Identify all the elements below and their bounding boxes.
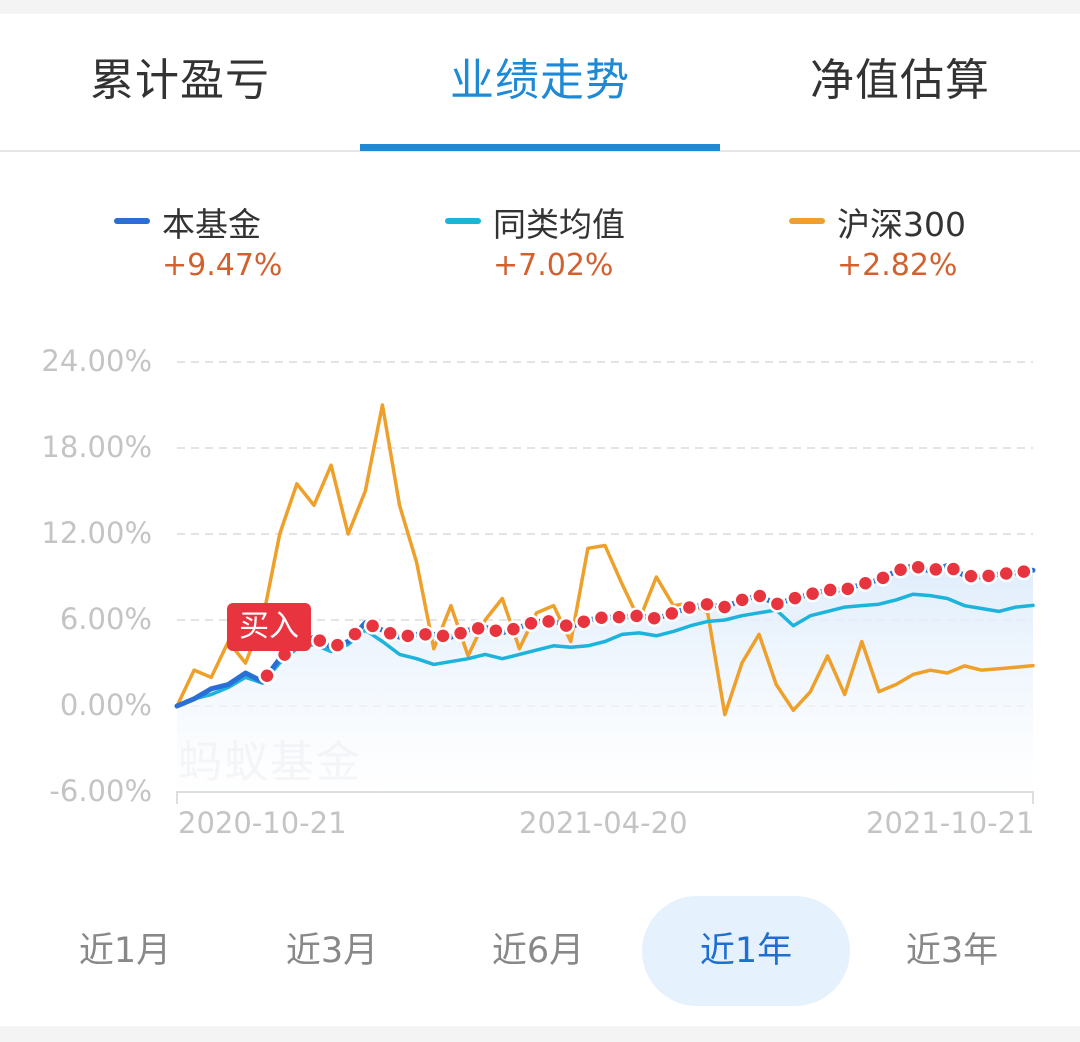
y-tick: 0.00% bbox=[59, 688, 152, 722]
legend-name: 沪深300 bbox=[837, 205, 966, 244]
legend-name: 同类均值 bbox=[493, 205, 625, 244]
legend-return: +2.82% bbox=[837, 248, 958, 283]
active-tab-indicator bbox=[360, 144, 720, 151]
legend-return: +7.02% bbox=[493, 248, 614, 283]
legend-swatch-csi300 bbox=[789, 218, 825, 224]
period-1-month[interactable]: 近1月 bbox=[78, 931, 172, 971]
x-tick: 2020-10-21 bbox=[178, 806, 347, 840]
legend-swatch-category-avg bbox=[445, 218, 481, 224]
x-tick: 2021-04-20 bbox=[519, 806, 688, 840]
y-tick: 6.00% bbox=[59, 602, 152, 636]
top-strip bbox=[0, 0, 1080, 14]
period-3-years[interactable]: 近3年 bbox=[905, 931, 999, 971]
tab-cumulative-pnl[interactable]: 累计盈亏 bbox=[90, 55, 270, 106]
tab-bar: 累计盈亏 业绩走势 净值估算 bbox=[0, 14, 1080, 152]
x-tick: 2021-10-21 bbox=[866, 806, 1035, 840]
period-selector: 近1月 近3月 近6月 近1年 近3年 bbox=[0, 878, 1080, 1006]
tab-nav-estimate[interactable]: 净值估算 bbox=[810, 55, 990, 106]
y-tick: 18.00% bbox=[41, 430, 152, 464]
period-1-year[interactable]: 近1年 bbox=[642, 896, 850, 1006]
legend-return: +9.47% bbox=[162, 248, 283, 283]
period-6-months[interactable]: 近6月 bbox=[491, 931, 585, 971]
performance-card: 累计盈亏 业绩走势 净值估算 bbox=[0, 14, 1080, 1026]
period-3-months[interactable]: 近3月 bbox=[285, 931, 379, 971]
buy-marker: 买入 bbox=[227, 603, 311, 651]
y-tick: 12.00% bbox=[41, 516, 152, 550]
tab-performance-trend[interactable]: 业绩走势 bbox=[450, 55, 630, 106]
y-tick: 24.00% bbox=[41, 344, 152, 378]
legend-swatch-fund bbox=[114, 218, 150, 224]
legend-name: 本基金 bbox=[162, 205, 261, 244]
y-tick: -6.00% bbox=[49, 774, 152, 808]
